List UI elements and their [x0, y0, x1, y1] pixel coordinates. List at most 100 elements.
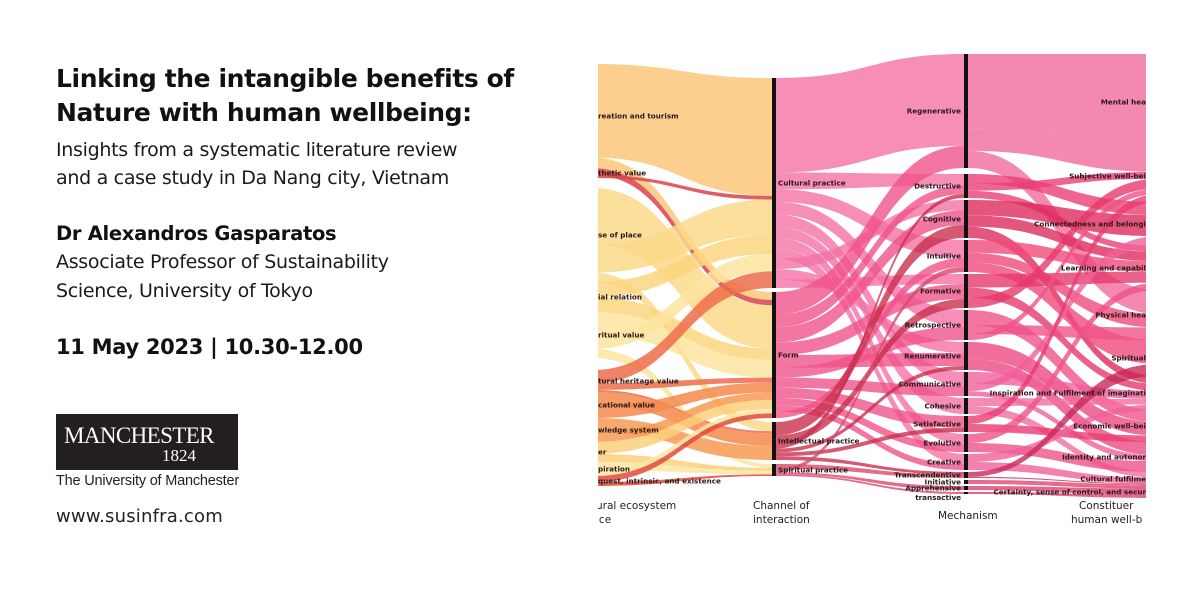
sankey-node-label: Connectedness and belongi [1034, 220, 1146, 229]
sankey-node-label: Formative [920, 287, 961, 296]
sankey-link [968, 364, 1146, 477]
sankey-link [968, 492, 1146, 498]
sankey-link [968, 325, 1146, 340]
sankey-link [776, 201, 964, 327]
sankey-link [968, 476, 1146, 485]
sankey-node-label: Identity and autonor [1062, 453, 1146, 462]
event-subtitle-line-1: Insights from a systematic literature re… [56, 139, 458, 161]
sankey-node-label: Learning and capabil [1061, 264, 1146, 273]
sankey-link [776, 405, 964, 470]
event-title-line-2: Nature with human wellbeing: [56, 98, 472, 127]
sankey-node-label: Cohesive [924, 402, 961, 411]
sankey-node-label: Cognitive [923, 215, 962, 224]
sankey-axis-label: human well-b [1071, 514, 1143, 526]
sankey-node-bar [964, 416, 968, 432]
website-link[interactable]: www.susinfra.com [56, 506, 223, 527]
sankey-svg: reation and tourism thetic value se of pla… [598, 54, 1146, 526]
sankey-node-label: Spiritual [1111, 354, 1146, 363]
sankey-node-label: Mental hea [1101, 98, 1146, 107]
sankey-link [598, 199, 772, 273]
sankey-node-label: reation and tourism [598, 112, 679, 121]
sankey-link [968, 171, 1146, 191]
sankey-node-bar [772, 464, 776, 476]
event-title: Linking the intangible benefits of Natur… [56, 62, 556, 130]
speaker-role-line-2: Science, University of Tokyo [56, 280, 313, 302]
sankey-link [776, 427, 964, 457]
sankey-node-label: Form [778, 351, 799, 360]
logo-institution-name: The University of Manchester [56, 473, 239, 489]
sankey-node-bar [964, 342, 968, 370]
sankey-node-label: wledge system [598, 426, 659, 435]
sankey-node-bar [964, 240, 968, 272]
sankey-link [968, 128, 1146, 172]
sankey-link [598, 271, 772, 383]
sankey-link [776, 366, 964, 453]
sankey-node-bar [964, 372, 968, 396]
sankey-link [968, 310, 1146, 422]
sankey-node-label: Intuitive [927, 252, 961, 261]
sankey-node-label: Subjective well-bei [1069, 172, 1146, 181]
sankey-link [598, 474, 772, 486]
sankey-node-label: Intellectual practice [778, 437, 859, 446]
event-subtitle-line-2: and a case study in Da Nang city, Vietna… [56, 167, 449, 189]
sankey-node-label: transactive [915, 493, 961, 502]
sankey-link [776, 266, 964, 473]
sankey-node-label: Renumerative [904, 352, 961, 361]
university-logo: MANCHESTER 1824 [56, 414, 238, 470]
event-date-time: 11 May 2023 | 10.30-12.00 [56, 335, 363, 359]
sankey-link [598, 399, 772, 454]
sankey-axis-label: Mechanism [938, 510, 998, 522]
sankey-node-label: cational value [598, 401, 655, 410]
sankey-link [598, 392, 772, 442]
sankey-link [968, 54, 1146, 150]
sankey-nodes [772, 54, 968, 494]
sankey-node-bar [964, 434, 968, 452]
sankey-node-bar [964, 472, 968, 478]
sankey-node-bar [964, 486, 968, 490]
sankey-diagram: reation and tourism thetic value se of pla… [598, 50, 1146, 540]
sankey-node-label: Regenerative [907, 107, 961, 116]
sankey-link [776, 397, 964, 452]
sankey-node-bar [964, 310, 968, 340]
sankey-link [776, 257, 964, 418]
sankey-link [968, 271, 1146, 288]
sankey-link [968, 486, 1146, 495]
sankey-link [776, 456, 964, 475]
sankey-link [598, 235, 772, 297]
sankey-link [598, 175, 772, 200]
sankey-node-label: er [598, 448, 607, 457]
sankey-link [598, 454, 772, 471]
sankey-link [598, 377, 772, 390]
sankey-node-bar [772, 78, 776, 288]
sankey-node-label: ritual value [598, 331, 644, 340]
event-subtitle: Insights from a systematic literature re… [56, 136, 556, 192]
sankey-link [598, 409, 772, 476]
sankey-node-label: quest, intrinsic, and existence [598, 477, 721, 486]
event-title-line-1: Linking the intangible benefits of [56, 64, 514, 93]
sankey-node-label: piration [598, 465, 630, 474]
sankey-link [598, 413, 772, 482]
sankey-node-label: Apprehensive [905, 484, 961, 493]
sankey-node-label: Cultural practice [778, 179, 846, 188]
sankey-node-label: Certainty, sense of control, and secur [994, 488, 1146, 497]
sankey-link [968, 215, 1146, 261]
sankey-node-bar [964, 200, 968, 238]
sankey-axis-labels: ural ecosystem ice Channel of interaction Me… [598, 500, 1143, 526]
sankey-link [598, 254, 772, 349]
sankey-node-label: Transcendentive [894, 471, 961, 480]
sankey-node-label: Retrospective [905, 321, 961, 330]
sankey-axis-label: ural ecosystem [598, 500, 676, 512]
logo-year: 1824 [162, 446, 196, 465]
sankey-link [598, 64, 772, 196]
sankey-link [968, 200, 1146, 236]
sankey-node-label: Spiritual practice [778, 466, 848, 475]
sankey-node-bar [964, 398, 968, 414]
speaker-name: Dr Alexandros Gasparatos [56, 222, 337, 245]
sankey-node-label: thetic value [598, 169, 646, 178]
event-info: Linking the intangible benefits of Natur… [56, 62, 556, 362]
sankey-labels: reation and tourism thetic value se of pla… [598, 98, 1146, 503]
speaker-role-line-1: Associate Professor of Sustainability [56, 251, 389, 273]
sankey-node-label: Cultural fulfilme [1080, 475, 1146, 484]
sankey-link [598, 382, 772, 418]
sankey-link [968, 372, 1146, 399]
